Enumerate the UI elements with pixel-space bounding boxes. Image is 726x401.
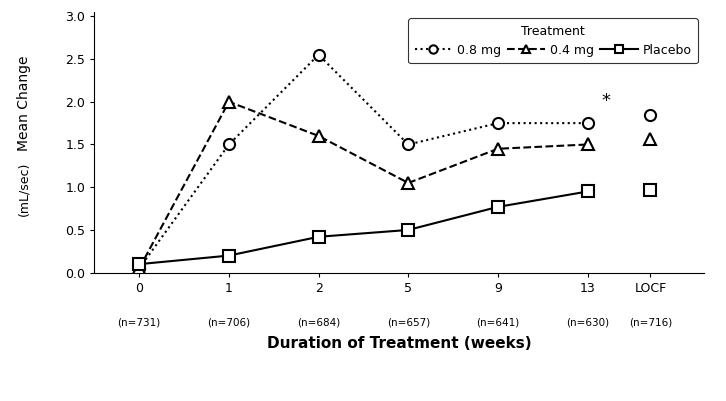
Text: (n=731): (n=731) xyxy=(118,317,161,327)
Text: Mean Change: Mean Change xyxy=(17,55,31,151)
Text: (n=684): (n=684) xyxy=(297,317,340,327)
Text: (n=716): (n=716) xyxy=(629,317,672,327)
Text: (n=706): (n=706) xyxy=(208,317,250,327)
Text: *: * xyxy=(601,92,610,110)
Text: (n=657): (n=657) xyxy=(387,317,430,327)
Text: (mL/sec): (mL/sec) xyxy=(17,162,30,217)
Text: (n=630): (n=630) xyxy=(566,317,609,327)
Legend: 0.8 mg, 0.4 mg, Placebo: 0.8 mg, 0.4 mg, Placebo xyxy=(408,18,698,63)
Text: (n=641): (n=641) xyxy=(476,317,520,327)
X-axis label: Duration of Treatment (weeks): Duration of Treatment (weeks) xyxy=(267,336,531,351)
